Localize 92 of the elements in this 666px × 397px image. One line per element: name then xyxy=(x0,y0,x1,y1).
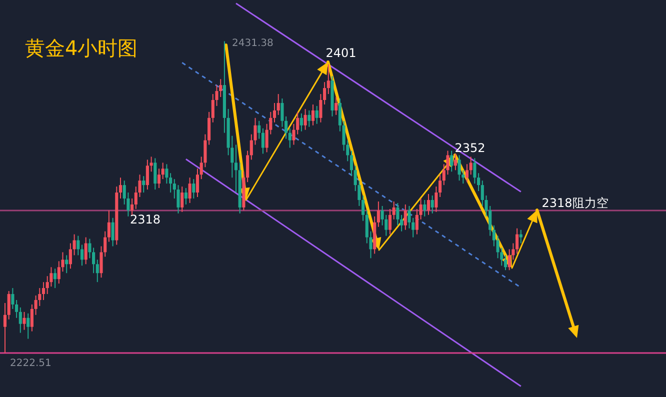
candlestick xyxy=(154,158,157,190)
ref-line-label: 2222.51 xyxy=(10,358,52,369)
candlestick xyxy=(519,229,522,244)
candlestick xyxy=(192,178,196,199)
candlestick xyxy=(161,162,164,180)
candlestick xyxy=(311,104,315,126)
candlestick xyxy=(18,306,22,334)
candlestick xyxy=(415,208,418,235)
candlestick xyxy=(450,150,454,172)
candlestick xyxy=(165,164,168,184)
candlestick xyxy=(169,172,172,194)
candlestick xyxy=(72,234,76,256)
candlestick xyxy=(65,254,68,274)
candlestick xyxy=(111,217,114,247)
candlestick xyxy=(308,110,311,128)
candlestick xyxy=(516,228,519,254)
candlestick xyxy=(388,208,392,235)
text: 黄金4小时图 xyxy=(25,36,138,60)
candlestick xyxy=(157,168,161,189)
candlestick xyxy=(469,156,472,176)
candlestick xyxy=(246,150,250,183)
candlestick xyxy=(68,242,72,270)
candlestick xyxy=(350,150,354,177)
candlestick xyxy=(196,168,200,198)
candlestick xyxy=(96,259,99,283)
candlestick xyxy=(88,238,92,259)
candlestick xyxy=(11,288,14,310)
candlestick xyxy=(107,210,110,242)
candlestick xyxy=(465,164,469,183)
candlestick xyxy=(288,128,292,148)
candlestick xyxy=(276,94,280,116)
candlestick xyxy=(42,282,46,300)
candlestick xyxy=(118,177,122,199)
candlestick xyxy=(130,198,134,216)
candlestick xyxy=(438,174,442,198)
candlestick xyxy=(57,260,60,284)
candlestick xyxy=(458,154,461,182)
candlestick xyxy=(319,94,322,123)
candlestick xyxy=(304,108,307,130)
candlestick xyxy=(473,158,476,184)
candlestick xyxy=(423,199,426,217)
candlestick xyxy=(426,194,430,216)
candlestick xyxy=(315,105,318,124)
candlestick xyxy=(3,302,7,354)
candlestick xyxy=(376,200,380,228)
candlestick xyxy=(54,268,57,289)
text: 2318阻力空 xyxy=(542,196,608,210)
candlestick xyxy=(323,82,326,105)
candlestick xyxy=(392,200,396,220)
candlestick xyxy=(404,204,407,230)
candlestick xyxy=(146,159,149,190)
candlestick xyxy=(284,116,288,140)
candlestick xyxy=(480,180,484,206)
candlestick xyxy=(492,224,496,247)
candlestick xyxy=(434,186,438,212)
candlestick xyxy=(208,111,211,146)
candlestick xyxy=(150,156,153,172)
candlestick xyxy=(300,112,303,132)
candlestick xyxy=(184,188,188,205)
candlestick xyxy=(84,236,88,265)
candlestick xyxy=(504,254,508,271)
candlestick xyxy=(400,214,404,232)
candlestick xyxy=(338,98,342,132)
ref-line-label: 2318 xyxy=(130,212,161,226)
candlestick xyxy=(280,98,284,128)
candlestick xyxy=(76,235,80,256)
candlestick xyxy=(92,247,96,274)
candlestick xyxy=(454,153,457,171)
candlestick xyxy=(477,172,480,192)
annotation: 2352 xyxy=(454,141,486,155)
candlestick xyxy=(419,198,422,220)
candlestick xyxy=(362,195,365,222)
candlestick xyxy=(396,202,400,226)
candlestick xyxy=(430,195,434,214)
candlestick xyxy=(180,186,184,212)
candlestick xyxy=(272,102,276,123)
candlestick xyxy=(334,96,338,116)
candlestick xyxy=(142,176,146,194)
candlestick xyxy=(80,244,84,266)
annotation: 2431.38 xyxy=(232,38,274,49)
candlestick xyxy=(211,94,214,123)
candlestick xyxy=(15,299,18,318)
candlestick xyxy=(188,177,192,204)
candlestick xyxy=(234,144,238,194)
candlestick xyxy=(326,64,330,95)
candlestick xyxy=(30,304,34,332)
candlestick xyxy=(22,311,26,330)
candlestick xyxy=(26,312,30,340)
candlestick xyxy=(7,290,10,320)
candlestick xyxy=(258,120,261,140)
candlestick xyxy=(261,128,264,154)
annotation: 2401 xyxy=(326,46,356,60)
